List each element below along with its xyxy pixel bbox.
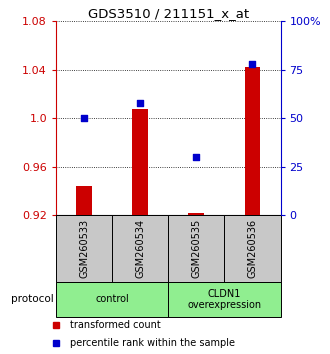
Text: transformed count: transformed count [70, 320, 160, 330]
Bar [245, 67, 260, 215]
Text: GSM260536: GSM260536 [248, 219, 257, 278]
Bar [56, 215, 112, 281]
Bar [132, 109, 148, 215]
Point [138, 100, 143, 105]
Text: GSM260534: GSM260534 [135, 219, 145, 278]
Text: control: control [95, 295, 129, 304]
Bar [112, 215, 168, 281]
Bar [224, 215, 280, 281]
Bar [76, 186, 92, 215]
Point [194, 154, 199, 160]
Text: GSM260535: GSM260535 [191, 219, 201, 278]
Text: protocol: protocol [11, 295, 53, 304]
Bar [168, 215, 224, 281]
Bar [168, 281, 280, 317]
Text: percentile rank within the sample: percentile rank within the sample [70, 338, 235, 348]
Bar [188, 213, 204, 215]
Bar [56, 281, 168, 317]
Text: CLDN1
overexpression: CLDN1 overexpression [187, 289, 261, 310]
Text: GSM260533: GSM260533 [79, 219, 89, 278]
Point [250, 61, 255, 67]
Title: GDS3510 / 211151_x_at: GDS3510 / 211151_x_at [88, 7, 249, 20]
Point [82, 115, 87, 121]
